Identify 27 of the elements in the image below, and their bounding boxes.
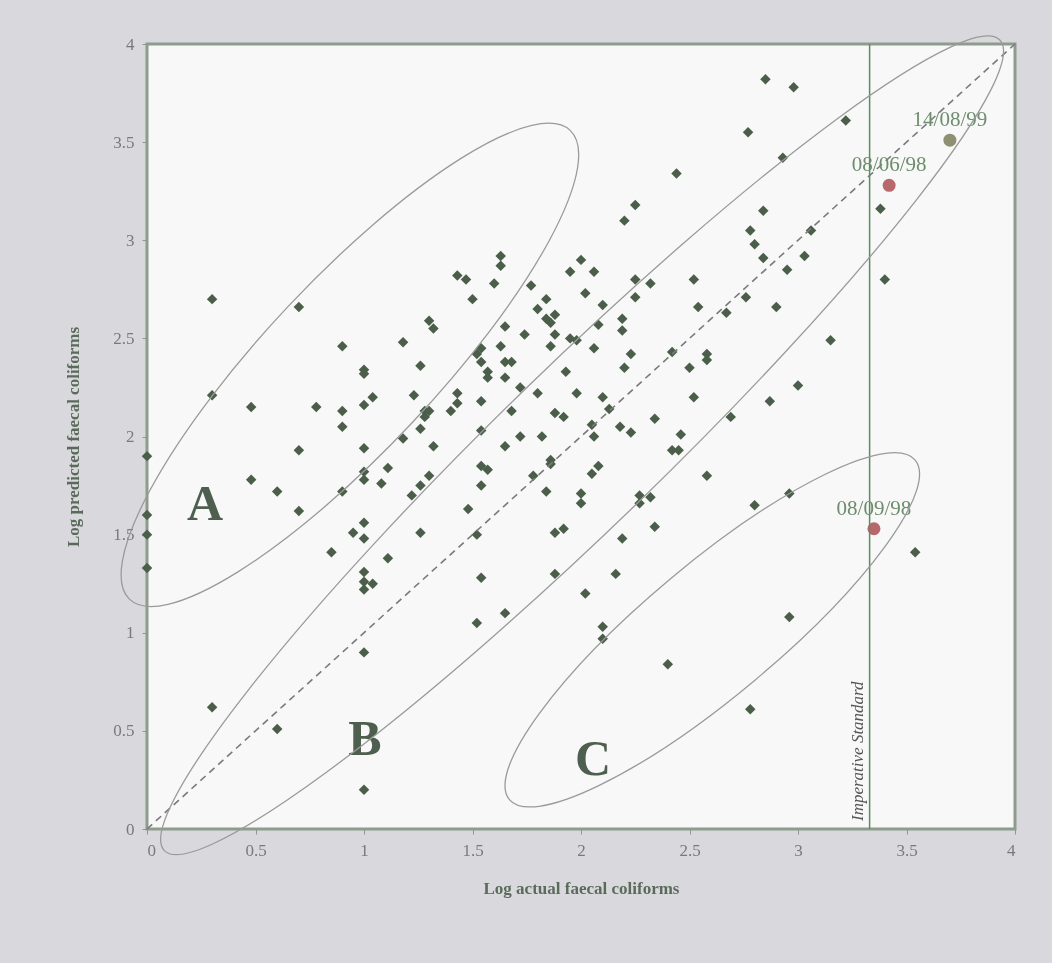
y-tick-label: 0	[126, 819, 135, 839]
x-tick-label: 1	[360, 840, 369, 860]
annotation: B	[348, 710, 382, 767]
y-tick-label: 2.5	[113, 328, 135, 348]
x-tick-label: 3.5	[896, 840, 918, 860]
point	[882, 178, 896, 192]
x-tick-label: 4	[1007, 840, 1016, 860]
y-tick-label: 0.5	[113, 721, 135, 741]
point	[867, 522, 881, 536]
y-tick-label: 1	[126, 623, 135, 643]
x-tick-label: 1.5	[462, 840, 484, 860]
y-tick-label: 2	[126, 427, 135, 446]
y-axis-title: Log predicted faecal coliforms	[64, 326, 84, 548]
ref-line-label: Imperative Standard	[847, 680, 867, 822]
annotation: A	[187, 474, 224, 531]
x-axis-title: Log actual faecal coliforms	[483, 878, 680, 898]
x-tick-label: 3	[794, 840, 803, 860]
y-tick-label: 1.5	[113, 525, 135, 545]
x-tick-label: 2.5	[679, 840, 701, 860]
x-tick-label: 0.5	[245, 840, 267, 860]
x-tick-label: 0	[147, 840, 156, 860]
point	[943, 133, 957, 147]
x-tick-label: 2	[577, 840, 586, 860]
y-tick-label: 3.5	[113, 132, 135, 152]
y-tick-label: 4	[126, 34, 135, 54]
annotation: C	[575, 729, 612, 786]
y-tick-label: 3	[126, 230, 135, 250]
